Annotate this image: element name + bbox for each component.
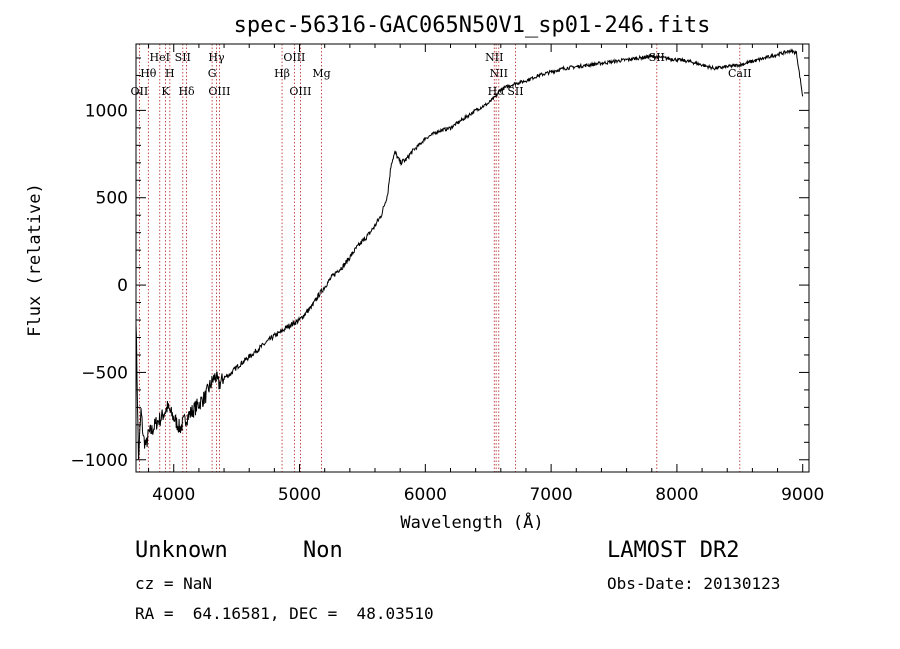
line-marker-label: SII <box>507 85 523 98</box>
line-marker-label: G <box>208 67 217 80</box>
line-marker-label: Hγ <box>208 51 225 64</box>
line-marker-label: OIII <box>283 51 305 64</box>
x-tick-label: 5000 <box>278 485 321 505</box>
line-marker-label: OIII <box>208 85 230 98</box>
spectrum-line <box>135 48 804 460</box>
line-marker-label: OII <box>131 85 149 98</box>
line-marker-labels: OIIHθHeIKHSIIHδHγGOIIIHβOIIIOIIIMgNIINII… <box>131 51 752 98</box>
y-axis-ticks: −1000 −500 0 500 1000 <box>70 57 809 471</box>
x-axis-label: Wavelength (Å) <box>400 511 543 533</box>
line-marker-label: Hδ <box>178 85 195 98</box>
subclass: Non <box>303 538 343 563</box>
x-axis-ticks: 4000 5000 6000 7000 8000 9000 <box>148 44 824 505</box>
object-class: Unknown <box>135 538 228 563</box>
x-tick-label: 6000 <box>404 485 447 505</box>
line-marker-label: Hθ <box>140 67 157 80</box>
y-axis-label: Flux (relative) <box>25 183 45 337</box>
line-marker-label: OIII <box>289 85 311 98</box>
x-tick-label: 9000 <box>781 485 824 505</box>
line-marker-label: HeI <box>150 51 170 64</box>
y-tick-label: 500 <box>96 189 128 209</box>
line-marker-label: NII <box>490 67 508 80</box>
x-tick-label: 4000 <box>152 485 195 505</box>
redshift-readout: cz = NaN <box>135 574 213 593</box>
obs-date: Obs-Date: 20130123 <box>607 574 781 593</box>
line-marker-label: SII <box>175 51 191 64</box>
line-marker-label: CaII <box>728 67 752 80</box>
y-tick-label: −1000 <box>70 451 128 471</box>
line-markers <box>138 44 741 472</box>
line-marker-label: NII <box>485 51 503 64</box>
chart-title: spec-56316-GAC065N50V1_sp01-246.fits <box>234 13 711 38</box>
plot-frame <box>135 43 810 473</box>
y-tick-label: 1000 <box>85 101 128 121</box>
survey-name: LAMOST DR2 <box>607 538 740 563</box>
y-tick-label: −500 <box>81 363 128 383</box>
x-tick-label: 8000 <box>655 485 698 505</box>
x-tick-label: 7000 <box>529 485 572 505</box>
line-marker-label: K <box>161 85 170 98</box>
y-tick-label: 0 <box>117 276 128 296</box>
line-marker-label: H <box>165 67 175 80</box>
line-marker-label: Mg <box>312 67 330 80</box>
line-marker-label: Hβ <box>274 67 290 80</box>
coordinates: RA = 64.16581, DEC = 48.03510 <box>135 604 434 623</box>
